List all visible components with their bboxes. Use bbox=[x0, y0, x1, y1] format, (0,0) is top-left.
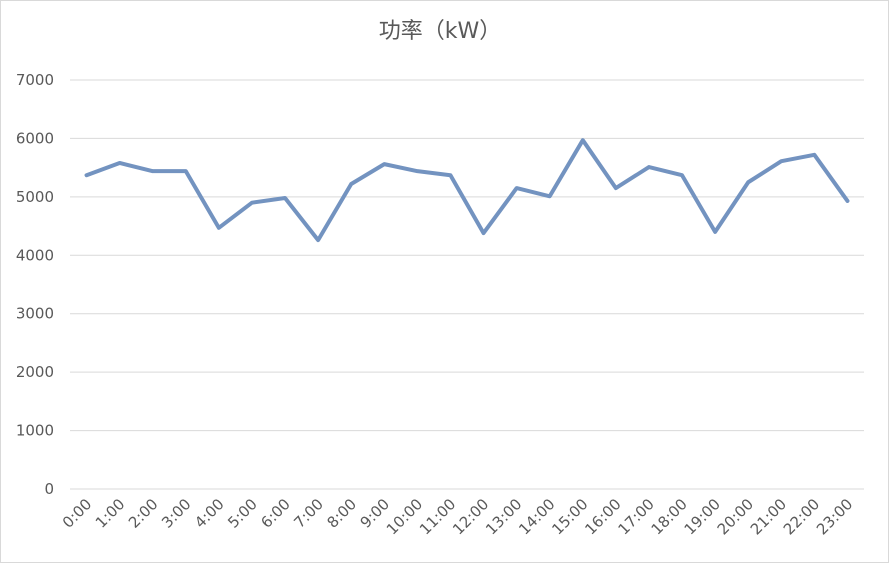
y-tick-label: 5000 bbox=[16, 188, 54, 206]
y-tick-label: 3000 bbox=[16, 305, 54, 323]
chart-title: 功率（kW） bbox=[379, 19, 502, 44]
y-tick-label: 4000 bbox=[16, 246, 54, 264]
y-tick-label: 2000 bbox=[16, 363, 54, 381]
y-tick-label: 7000 bbox=[16, 71, 54, 89]
line bbox=[84, 138, 850, 243]
y-tick-label: 0 bbox=[44, 480, 54, 498]
y-tick-label: 1000 bbox=[16, 422, 54, 440]
y-tick-label: 6000 bbox=[16, 129, 54, 147]
